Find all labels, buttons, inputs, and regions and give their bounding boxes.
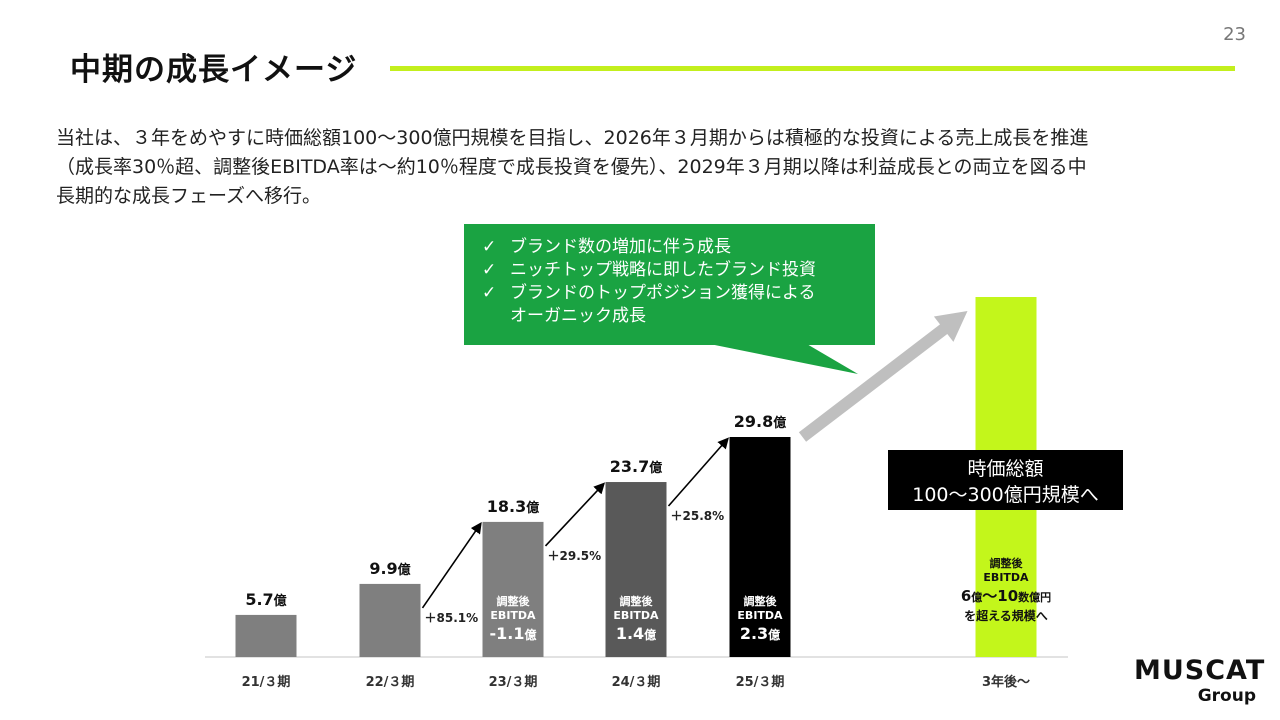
target-ebitda-label: 調整後 (990, 556, 1024, 570)
ebitda-label2-3: EBITDA (490, 609, 536, 622)
bar-5 (729, 437, 791, 657)
growth-arrow-3 (667, 437, 729, 507)
page-number: 23 (1223, 24, 1246, 45)
intro-line: 長期的な成長フェーズへ移行。 (56, 185, 322, 207)
category-label-5: 25/３期 (736, 675, 785, 690)
logo-subtitle: Group (1197, 686, 1256, 706)
category-label-4: 24/３期 (612, 675, 661, 690)
target-ebitda-range: 6億〜10数億円 (961, 587, 1051, 605)
bar-value-label-5: 29.8億 (734, 412, 787, 431)
callout-item: ✓ ブランド数の増加に伴う成長 (482, 237, 731, 257)
growth-rate-label-1: ＋85.1% (425, 611, 479, 625)
callout-item: ✓ ブランドのトップポジション獲得による (482, 283, 816, 303)
page-title: 中期の成長イメージ (70, 52, 358, 88)
title-underline (390, 66, 1235, 71)
ebitda-value-3: -1.1億 (490, 624, 537, 643)
growth-arrow-2 (544, 482, 606, 547)
bar-4 (605, 482, 667, 657)
target-ebitda-suffix: を超える規模へ (964, 608, 1048, 623)
growth-rate-label-3: ＋25.8% (671, 509, 725, 523)
ebitda-label-4: 調整後 (620, 594, 654, 608)
category-label-6: 3年後～ (982, 674, 1030, 690)
bar-3 (482, 521, 544, 657)
growth-drivers-callout: ✓ ブランド数の増加に伴う成長 ✓ ニッチトップ戦略に即したブランド投資 ✓ ブランド… (464, 224, 875, 345)
bar-value-label-4: 23.7億 (610, 457, 663, 476)
bar-2 (359, 583, 421, 657)
bar-value-label-1: 5.7億 (245, 590, 286, 609)
bar-value-label-2: 9.9億 (369, 559, 410, 578)
growth-arrow-1 (421, 522, 482, 609)
category-label-2: 22/３期 (366, 675, 415, 690)
check-icon: ✓ (482, 260, 497, 280)
callout-item-continuation: オーガニック成長 (510, 306, 646, 326)
target-ebitda-label2: EBITDA (983, 571, 1029, 584)
trend-arrow (798, 311, 968, 442)
category-label-1: 21/３期 (242, 675, 291, 690)
ebitda-label-5: 調整後 (744, 594, 778, 608)
ebitda-value-4: 1.4億 (616, 624, 656, 643)
market-cap-target-box: 時価総額 100～300億円規模へ (888, 450, 1123, 510)
ebitda-label2-5: EBITDA (737, 609, 783, 622)
bar-value-label-3: 18.3億 (487, 497, 540, 516)
market-cap-label: 時価総額 (967, 458, 1044, 480)
ebitda-label2-4: EBITDA (613, 609, 659, 622)
ebitda-label-3: 調整後 (497, 594, 531, 608)
bar-1 (235, 614, 297, 657)
intro-text: 当社は、３年をめやすに時価総額100～300億円規模を目指し、2026年３月期か… (56, 124, 1236, 211)
callout-item: ✓ ニッチトップ戦略に即したブランド投資 (482, 260, 816, 280)
growth-rate-label-2: ＋29.5% (548, 549, 602, 563)
check-icon: ✓ (482, 283, 497, 303)
logo-wordmark: MUSCAT (1134, 655, 1266, 686)
market-cap-value: 100～300億円規模へ (912, 484, 1099, 506)
check-icon: ✓ (482, 237, 497, 257)
muscat-group-logo: MUSCAT Group (1134, 655, 1266, 707)
category-label-3: 23/３期 (489, 675, 538, 690)
callout-tail (690, 340, 858, 374)
ebitda-value-5: 2.3億 (740, 624, 780, 643)
intro-line: （成長率30％超、調整後EBITDA率は～約10％程度で成長投資を優先）、202… (56, 156, 1087, 178)
intro-line: 当社は、３年をめやすに時価総額100～300億円規模を目指し、2026年３月期か… (56, 127, 1089, 149)
